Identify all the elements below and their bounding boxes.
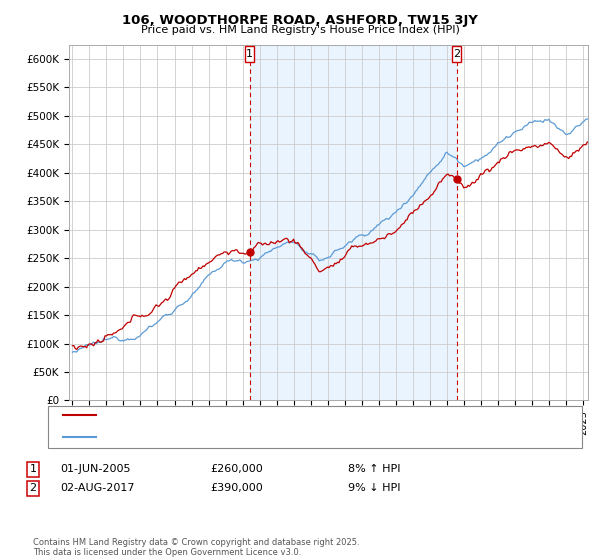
FancyBboxPatch shape — [245, 46, 254, 62]
Text: 01-JUN-2005: 01-JUN-2005 — [60, 464, 131, 474]
Text: £260,000: £260,000 — [210, 464, 263, 474]
Text: 2: 2 — [29, 483, 37, 493]
Text: 1: 1 — [246, 49, 253, 59]
Text: HPI: Average price, semi-detached house, Spelthorne: HPI: Average price, semi-detached house,… — [102, 432, 380, 442]
FancyBboxPatch shape — [452, 46, 461, 62]
Text: 106, WOODTHORPE ROAD, ASHFORD, TW15 3JY: 106, WOODTHORPE ROAD, ASHFORD, TW15 3JY — [122, 14, 478, 27]
Bar — [250, 45, 457, 400]
Text: Price paid vs. HM Land Registry's House Price Index (HPI): Price paid vs. HM Land Registry's House … — [140, 25, 460, 35]
Text: 1: 1 — [29, 464, 37, 474]
Text: 106, WOODTHORPE ROAD, ASHFORD, TW15 3JY (semi-detached house): 106, WOODTHORPE ROAD, ASHFORD, TW15 3JY … — [102, 410, 475, 419]
Text: 2: 2 — [453, 49, 460, 59]
Text: £390,000: £390,000 — [210, 483, 263, 493]
Text: 02-AUG-2017: 02-AUG-2017 — [60, 483, 134, 493]
Text: 8% ↑ HPI: 8% ↑ HPI — [348, 464, 401, 474]
Text: 9% ↓ HPI: 9% ↓ HPI — [348, 483, 401, 493]
Text: Contains HM Land Registry data © Crown copyright and database right 2025.
This d: Contains HM Land Registry data © Crown c… — [33, 538, 359, 557]
